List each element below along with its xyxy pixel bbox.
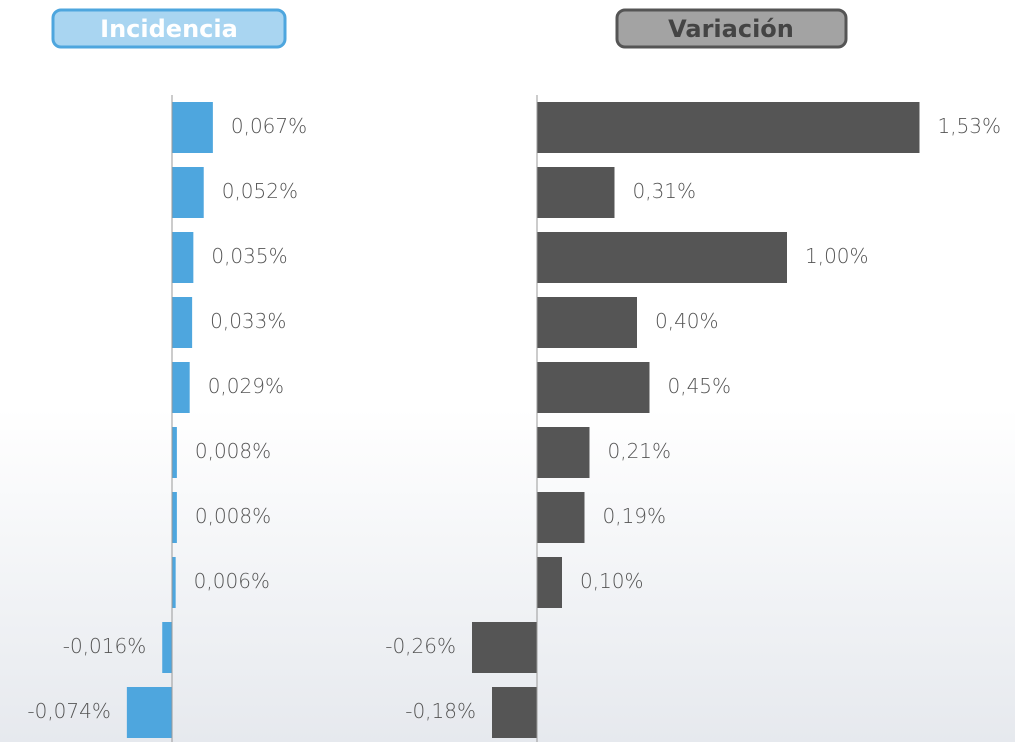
data-label: 0,40% [655,309,719,333]
data-label: 0,067% [231,114,307,138]
data-label: -0,26% [385,634,456,658]
bar [162,622,172,673]
data-label: 0,10% [580,569,644,593]
data-label: 0,052% [222,179,298,203]
data-label: 0,006% [194,569,270,593]
bar [172,167,204,218]
bar [172,427,177,478]
data-label: 1,53% [938,114,1002,138]
data-label: -0,016% [63,634,146,658]
data-label: 0,31% [633,179,697,203]
bar [537,492,585,543]
data-label: 0,033% [210,309,286,333]
bar [537,362,650,413]
bar [172,557,176,608]
title-box [51,8,287,49]
bar [172,102,213,153]
bar [472,622,537,673]
bar [537,232,787,283]
data-label: 1,00% [805,244,869,268]
bar [537,297,637,348]
data-label: 0,035% [211,244,287,268]
bar [537,102,920,153]
bar [126,687,172,738]
bar [537,427,590,478]
data-label: 0,008% [195,439,271,463]
data-label: 0,21% [608,439,672,463]
bar [492,687,537,738]
bar [172,492,177,543]
data-label: 0,029% [208,374,284,398]
bar [172,232,194,283]
data-label: 0,45% [668,374,732,398]
data-label: 0,008% [195,504,271,528]
data-label: -0,18% [405,699,476,723]
bar [172,362,190,413]
data-label: -0,074% [27,699,110,723]
bar [172,297,193,348]
data-label: 0,19% [603,504,667,528]
chart-title: Variación [668,15,794,43]
bar [537,557,562,608]
title-box [615,8,848,49]
bar [537,167,615,218]
chart-title: Incidencia [100,15,238,43]
